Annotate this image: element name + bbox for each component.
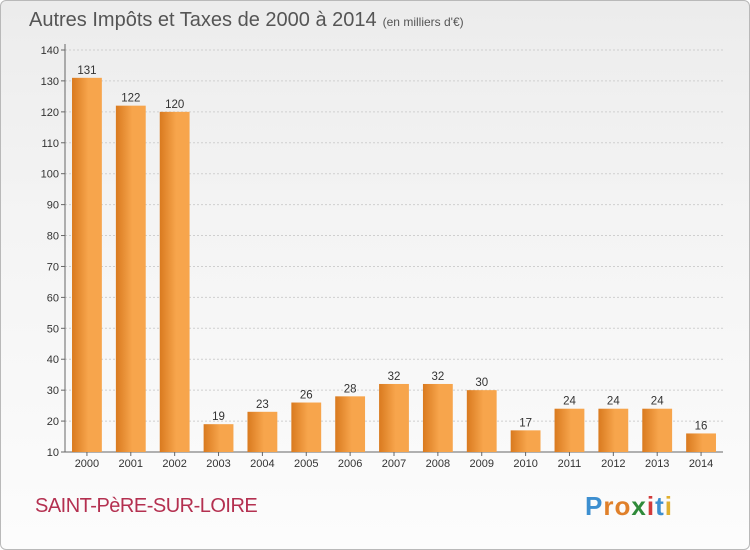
y-tick-label: 110 xyxy=(41,138,59,150)
y-tick-label: 90 xyxy=(47,200,59,212)
y-tick-label: 40 xyxy=(47,354,59,366)
bar xyxy=(554,408,585,452)
x-tick-label: 2009 xyxy=(469,458,493,470)
y-tick-label: 80 xyxy=(47,231,59,243)
logo-letter: i xyxy=(664,491,673,521)
chart-title: Autres Impôts et Taxes de 2000 à 2014 (en… xyxy=(29,9,464,32)
data-label: 32 xyxy=(388,371,401,383)
data-label: 30 xyxy=(475,377,488,389)
chart-subtitle: (en milliers d'€) xyxy=(382,15,464,29)
bar xyxy=(72,77,102,452)
data-label: 23 xyxy=(256,399,269,411)
logo-letter: t xyxy=(655,491,665,521)
bar xyxy=(203,424,234,452)
data-label: 19 xyxy=(212,411,225,423)
y-tick-label: 100 xyxy=(41,169,59,181)
x-tick-label: 2013 xyxy=(645,458,669,470)
data-label: 32 xyxy=(431,371,444,383)
data-label: 120 xyxy=(165,99,184,111)
data-label: 24 xyxy=(651,396,664,408)
data-label: 122 xyxy=(121,93,140,105)
bar xyxy=(159,111,190,452)
bar xyxy=(598,408,629,452)
x-tick-label: 2002 xyxy=(162,458,186,470)
x-tick-label: 2011 xyxy=(558,458,582,470)
x-tick-label: 2008 xyxy=(426,458,450,470)
data-label: 28 xyxy=(344,383,357,395)
commune-name: SAINT-PèRE-SUR-LOIRE xyxy=(35,495,258,517)
x-tick-label: 2004 xyxy=(250,458,274,470)
bar xyxy=(642,408,673,452)
y-tick-label: 60 xyxy=(47,292,59,304)
y-tick-label: 50 xyxy=(47,323,59,335)
bar xyxy=(115,105,146,453)
bar xyxy=(422,383,453,452)
logo-letter: i xyxy=(646,491,656,521)
x-tick-label: 2006 xyxy=(338,458,362,470)
bar xyxy=(510,430,541,452)
proxiti-logo: Proxiti xyxy=(585,491,673,522)
data-label: 131 xyxy=(77,65,96,77)
data-label: 26 xyxy=(300,390,313,402)
logo-letter: P xyxy=(585,491,604,521)
x-tick-label: 2010 xyxy=(513,458,537,470)
bar xyxy=(466,390,497,452)
x-tick-label: 2005 xyxy=(294,458,318,470)
bar xyxy=(686,433,716,452)
data-label: 24 xyxy=(563,396,576,408)
chart-title-text: Autres Impôts et Taxes de 2000 à 2014 xyxy=(29,9,377,31)
y-tick-label: 140 xyxy=(41,45,59,57)
x-tick-label: 2012 xyxy=(601,458,625,470)
logo-letter: x xyxy=(631,491,647,521)
bar xyxy=(291,402,322,452)
x-tick-label: 2001 xyxy=(119,458,143,470)
y-tick-label: 70 xyxy=(47,261,59,273)
data-label: 24 xyxy=(607,396,620,408)
y-tick-label: 10 xyxy=(47,447,59,459)
y-tick-label: 20 xyxy=(47,416,59,428)
x-tick-label: 2007 xyxy=(382,458,406,470)
x-tick-label: 2003 xyxy=(206,458,230,470)
y-tick-label: 30 xyxy=(47,385,59,397)
logo-letter: r xyxy=(603,491,615,521)
bar xyxy=(335,396,366,452)
bar xyxy=(247,411,278,452)
logo-letter: o xyxy=(614,491,632,521)
y-tick-label: 120 xyxy=(41,107,59,119)
x-tick-label: 2000 xyxy=(75,458,99,470)
data-label: 16 xyxy=(695,420,708,432)
x-tick-label: 2014 xyxy=(689,458,713,470)
data-label: 17 xyxy=(519,417,532,429)
y-tick-label: 130 xyxy=(41,76,59,88)
bar xyxy=(379,383,409,452)
